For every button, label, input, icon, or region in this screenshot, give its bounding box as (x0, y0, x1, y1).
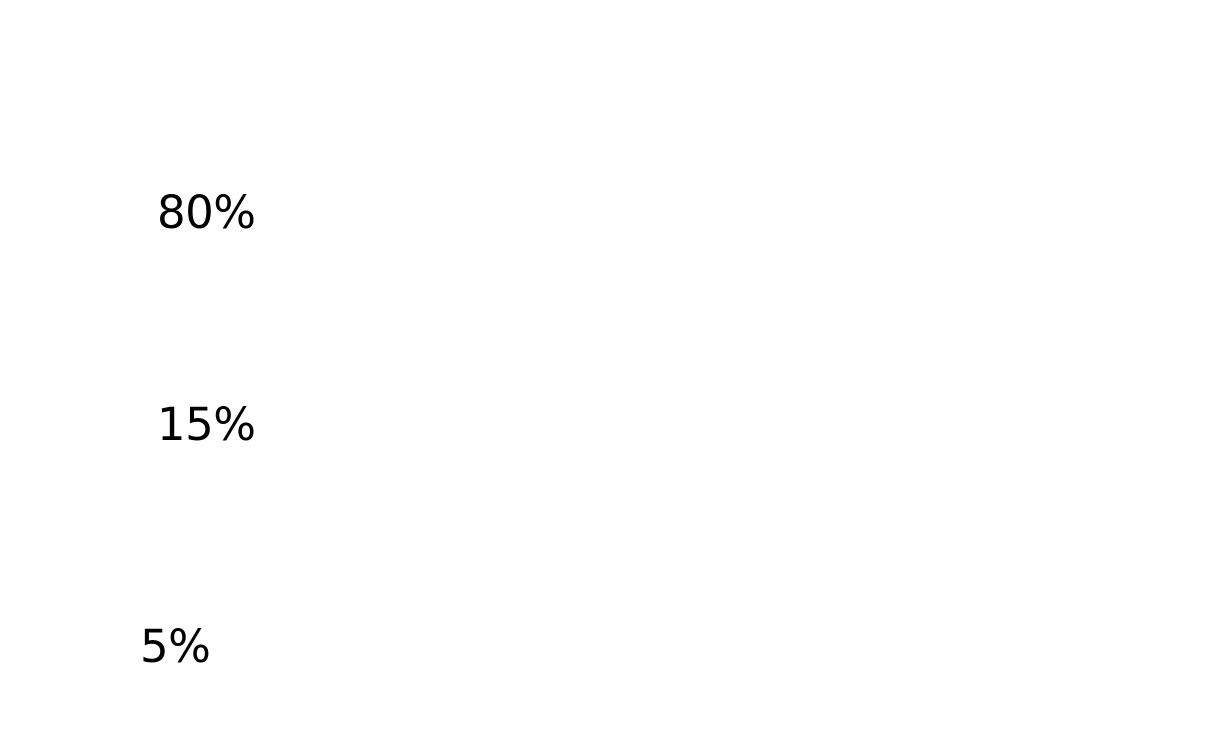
percentage-label-5: 5% (140, 620, 211, 673)
percentage-label-15: 15% (157, 398, 256, 451)
percentage-label-80: 80% (157, 186, 256, 239)
